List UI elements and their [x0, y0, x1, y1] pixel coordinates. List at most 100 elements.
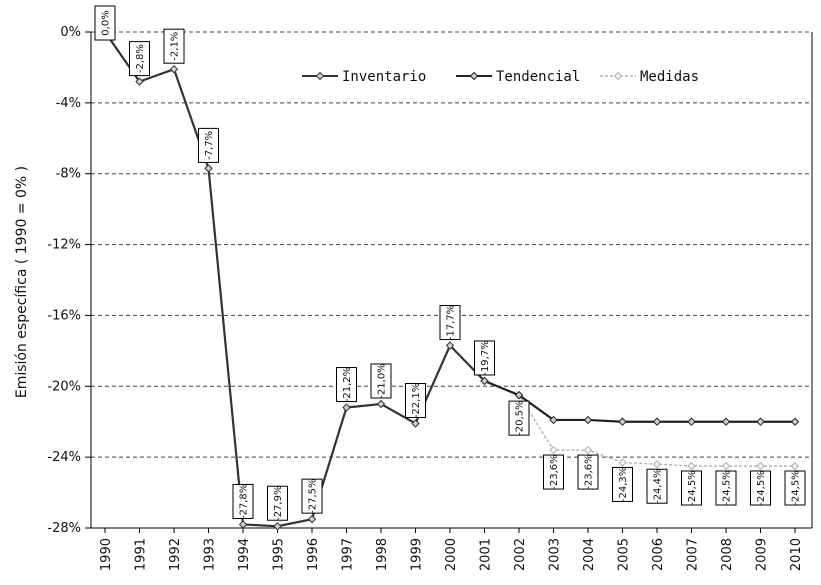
series-line-medidas [484, 380, 795, 467]
x-tick-label: 1994 [237, 538, 252, 571]
legend-item-medidas: Medidas [600, 69, 699, 85]
point-tendencial [549, 415, 558, 425]
data-label: -23,6% [577, 454, 599, 490]
y-tick-label: -16% [47, 308, 81, 323]
legend-label-inventario: Inventario [342, 69, 426, 85]
x-tick-label: 2010 [789, 538, 804, 571]
x-tick-label: 1999 [410, 538, 425, 571]
x-tick-label: 2004 [582, 538, 597, 571]
data-label-text: -21,0% [377, 363, 388, 398]
series-line-tendencial [484, 379, 795, 423]
data-label-text: -24,5% [687, 470, 698, 505]
point-medidas [652, 460, 662, 469]
x-tick-label: 2003 [548, 538, 563, 571]
y-tick-label: -4% [56, 96, 81, 111]
x-tick-label: 2002 [513, 538, 528, 571]
data-label-text: -7,7% [204, 131, 215, 160]
point-medidas [549, 445, 558, 455]
data-label-text: -24,5% [722, 470, 733, 505]
data-label-text: -22,1% [411, 383, 422, 418]
x-tick-label: 1993 [203, 538, 218, 571]
data-label-box [301, 478, 323, 514]
data-label: -21,0% [370, 363, 392, 399]
data-label: -24,5% [750, 470, 771, 506]
x-tick-label: 2000 [444, 538, 459, 571]
data-label-box [715, 470, 737, 506]
point-inventario [169, 64, 179, 74]
data-label: -24,4% [646, 468, 668, 504]
data-label-text: -27,9% [273, 486, 284, 521]
x-tick-label: 1995 [272, 538, 287, 571]
data-label-text: -17,7% [446, 305, 457, 340]
legend-item-inventario: Inventario [302, 69, 426, 85]
data-label-box [94, 5, 116, 41]
data-labels: 0,0% -2,8% -2,1% -7,7% -27,8% -27,9% -27,5% -21… [94, 5, 806, 521]
y-tick-label: -24% [47, 450, 81, 465]
data-label-box [129, 41, 150, 77]
data-label-box [336, 367, 357, 403]
data-label: -20,5% [508, 400, 530, 436]
data-label-box [405, 382, 426, 418]
y-tick-label: -20% [47, 379, 81, 394]
legend: Inventario Tendencial Medidas [302, 69, 699, 85]
data-label: -24,5% [715, 470, 737, 506]
data-label-box [508, 400, 530, 436]
data-label-text: -23,6% [584, 454, 595, 489]
x-tick-label: 1997 [341, 538, 356, 571]
point-tendencial [618, 417, 627, 426]
data-label-text: -24,3% [618, 467, 629, 502]
data-label-box [232, 483, 254, 519]
point-tendencial [756, 417, 765, 426]
x-tick-label: 2007 [686, 538, 701, 571]
legend-marker-inventario [315, 71, 325, 81]
x-tick-label: 2009 [755, 538, 770, 571]
point-inventario [307, 514, 317, 524]
legend-marker-medidas [613, 71, 623, 81]
data-label-box [577, 454, 599, 490]
point-inventario [204, 164, 213, 173]
x-tick-label: 1991 [134, 538, 149, 571]
data-label: -24,5% [681, 470, 702, 506]
data-label-box [681, 470, 702, 506]
point-inventario [273, 522, 282, 531]
data-label-text: -27,5% [308, 478, 319, 513]
data-label-text: -24,4% [653, 469, 664, 504]
data-label: -2,8% [129, 41, 150, 77]
x-tick-labels: 1990 1991 1992 1993 1994 1995 1996 1997 1998 1999… [99, 538, 804, 571]
x-tick-label: 2008 [720, 538, 735, 571]
point-inventario [376, 399, 386, 409]
y-tick-label: -28% [47, 521, 81, 536]
data-label-box [750, 470, 771, 506]
axes [85, 31, 813, 533]
legend-label-medidas: Medidas [640, 69, 699, 85]
data-label: -21,2% [336, 367, 357, 403]
x-tick-label: 2005 [617, 538, 632, 571]
point-medidas [721, 461, 731, 471]
y-tick-label: 0% [60, 25, 81, 40]
data-label: -27,5% [301, 478, 323, 514]
data-label-text: -27,8% [239, 484, 250, 519]
legend-label-tendencial: Tendencial [496, 69, 580, 85]
data-label-text: -24,5% [756, 470, 767, 505]
point-inventario [238, 520, 248, 529]
data-label: -27,9% [267, 485, 288, 521]
point-inventario [445, 341, 455, 350]
y-tick-labels: 0% -4% -8% -12% -16% -20% -24% -28% [47, 25, 81, 536]
x-tick-label: 1992 [168, 538, 183, 571]
point-medidas [687, 461, 696, 471]
data-label-box [267, 485, 288, 521]
data-label-box [646, 468, 668, 504]
data-label: -17,7% [439, 305, 461, 340]
point-inventario [135, 77, 144, 86]
data-label-text: -19,7% [480, 340, 491, 375]
data-label: -23,6% [543, 454, 564, 490]
data-label: -22,1% [405, 382, 426, 418]
data-label-text: -2,8% [135, 44, 146, 73]
point-inventario [411, 419, 420, 428]
point-medidas [618, 458, 627, 467]
point-tendencial [687, 417, 696, 426]
point-medidas [756, 461, 765, 471]
point-inventario [480, 376, 489, 386]
y-axis-title: Emisión específica ( 1990 = 0% ) [14, 166, 30, 398]
